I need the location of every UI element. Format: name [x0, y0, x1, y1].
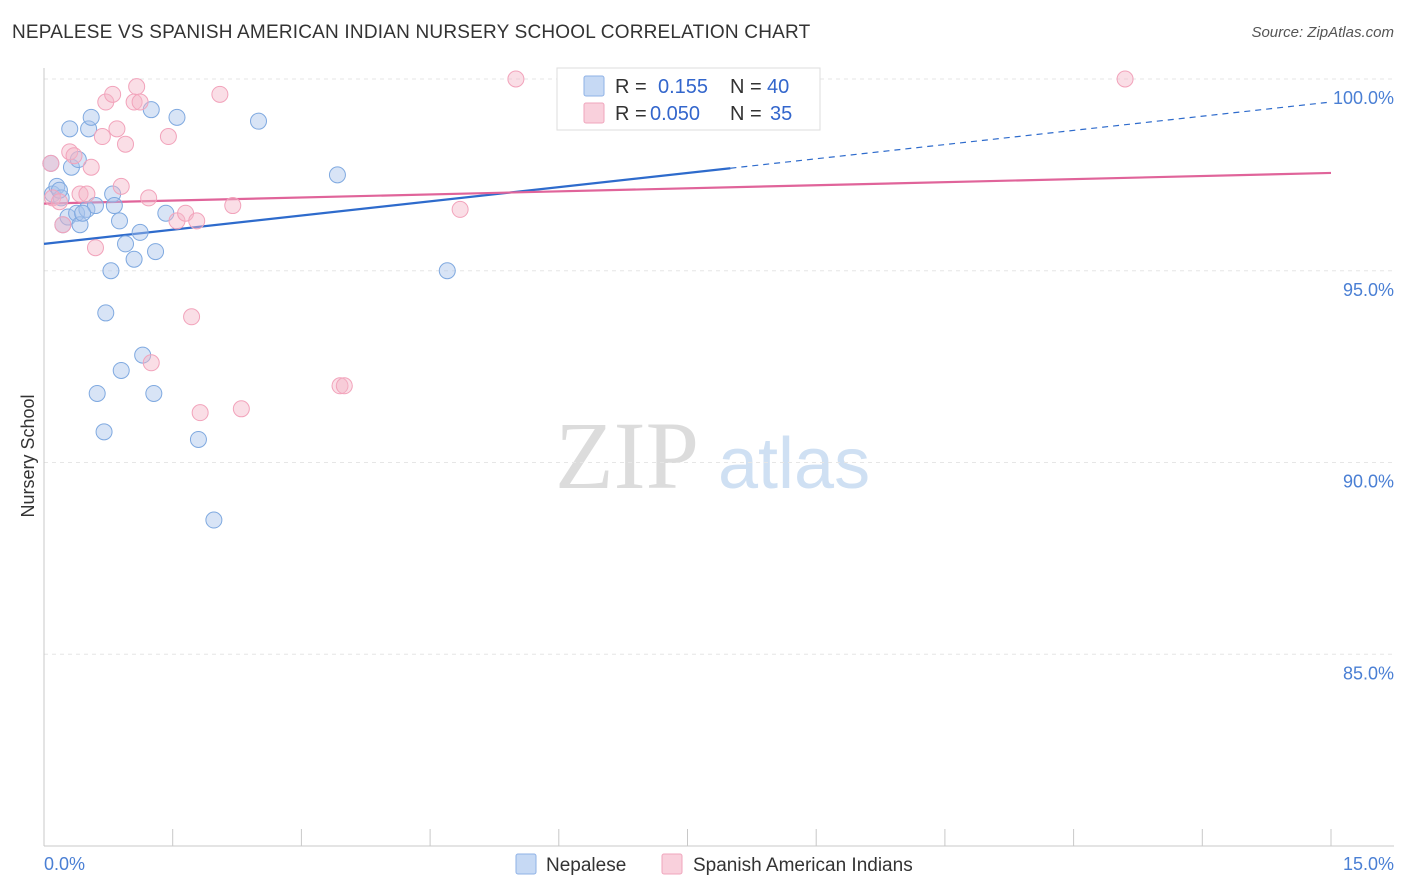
point-nepalese	[189, 430, 207, 448]
point-nepalese	[145, 384, 163, 402]
x-axis-ticks	[43, 829, 1332, 846]
point-spanish-american-indians	[224, 197, 242, 215]
point-spanish-american-indians	[65, 147, 83, 165]
legend-r-label-1: R =	[615, 76, 647, 98]
point-nepalese	[105, 197, 123, 215]
point-spanish-american-indians	[507, 70, 525, 88]
y-tick-labels: 85.0% 90.0% 95.0% 100.0%	[1333, 88, 1394, 683]
point-nepalese	[205, 511, 223, 529]
point-spanish-american-indians	[183, 308, 201, 326]
point-nepalese	[117, 235, 135, 253]
point-nepalese	[95, 423, 113, 441]
point-spanish-american-indians	[188, 212, 206, 230]
y-tick-label: 90.0%	[1343, 472, 1394, 492]
x-tick-label-min: 0.0%	[44, 854, 85, 874]
series-legend-spanish: Spanish American Indians	[693, 855, 913, 876]
point-spanish-american-indians	[50, 193, 68, 211]
point-spanish-american-indians	[108, 120, 126, 138]
point-spanish-american-indians	[42, 154, 60, 172]
legend-n-label-1: N =	[730, 76, 762, 98]
legend-r-value-2: 0.050	[650, 103, 700, 125]
point-spanish-american-indians	[117, 135, 135, 153]
point-spanish-american-indians	[451, 200, 469, 218]
point-spanish-american-indians	[112, 177, 130, 195]
legend-n-value-1: 40	[767, 76, 789, 98]
legend-r-value-1: 0.155	[658, 76, 708, 98]
series-legend-nepalese: Nepalese	[546, 855, 626, 876]
x-tick-label-max: 15.0%	[1343, 854, 1394, 874]
point-nepalese	[328, 166, 346, 184]
legend-n-label-2: N =	[730, 103, 762, 125]
data-points	[42, 70, 1134, 529]
point-nepalese	[112, 361, 130, 379]
watermark-atlas: atlas	[718, 424, 870, 504]
point-spanish-american-indians	[93, 128, 111, 146]
point-spanish-american-indians	[142, 354, 160, 372]
point-spanish-american-indians	[211, 85, 229, 103]
legend-r-label-2: R =	[615, 103, 647, 125]
point-spanish-american-indians	[1116, 70, 1134, 88]
trend-line-spanish-american-indians	[43, 171, 1332, 205]
stats-legend: R = 0.155 N = 40 R = 0.050 N = 35	[556, 67, 821, 131]
y-tick-label: 85.0%	[1343, 663, 1394, 683]
series-legend: Nepalese Spanish American Indians	[515, 853, 913, 876]
point-spanish-american-indians	[86, 239, 104, 257]
point-nepalese	[250, 112, 267, 130]
trend-line-nepalese	[43, 167, 731, 245]
point-nepalese	[125, 250, 143, 268]
y-tick-label: 100.0%	[1333, 88, 1394, 108]
point-spanish-american-indians	[78, 185, 96, 203]
trend-line-nepalese-extrapolated	[730, 101, 1332, 169]
point-spanish-american-indians	[331, 377, 349, 395]
chart-title: NEPALESE VS SPANISH AMERICAN INDIAN NURS…	[12, 22, 811, 43]
point-spanish-american-indians	[140, 189, 158, 207]
point-nepalese	[438, 262, 456, 280]
point-nepalese	[88, 384, 106, 402]
point-nepalese	[168, 108, 186, 126]
legend-swatch-spanish	[583, 102, 605, 124]
gridlines	[44, 78, 1394, 655]
point-spanish-american-indians	[191, 404, 209, 422]
y-tick-label: 95.0%	[1343, 280, 1394, 300]
point-spanish-american-indians	[104, 85, 122, 103]
point-nepalese	[82, 108, 100, 126]
series-legend-swatch-spanish	[661, 853, 683, 875]
point-nepalese	[86, 197, 104, 215]
watermark-zip: ZIP	[555, 402, 699, 509]
point-spanish-american-indians	[71, 185, 89, 203]
legend-swatch-nepalese	[583, 75, 605, 97]
y-axis-label: Nursery School	[18, 394, 38, 517]
point-spanish-american-indians	[82, 158, 100, 176]
point-spanish-american-indians	[159, 128, 177, 146]
point-nepalese	[131, 223, 149, 241]
point-spanish-american-indians	[335, 377, 353, 395]
point-nepalese	[74, 204, 92, 222]
series-legend-swatch-nepalese	[515, 853, 537, 875]
point-nepalese	[61, 120, 79, 138]
legend-n-value-2: 35	[770, 103, 792, 125]
point-nepalese	[111, 212, 129, 230]
point-nepalese	[97, 304, 115, 322]
point-spanish-american-indians	[128, 78, 146, 96]
trend-lines	[43, 101, 1332, 245]
point-nepalese	[147, 243, 165, 261]
point-spanish-american-indians	[232, 400, 250, 418]
point-spanish-american-indians	[131, 93, 149, 111]
source-credit: Source: ZipAtlas.com	[1251, 24, 1394, 41]
point-nepalese	[102, 262, 120, 280]
point-spanish-american-indians	[54, 216, 72, 234]
